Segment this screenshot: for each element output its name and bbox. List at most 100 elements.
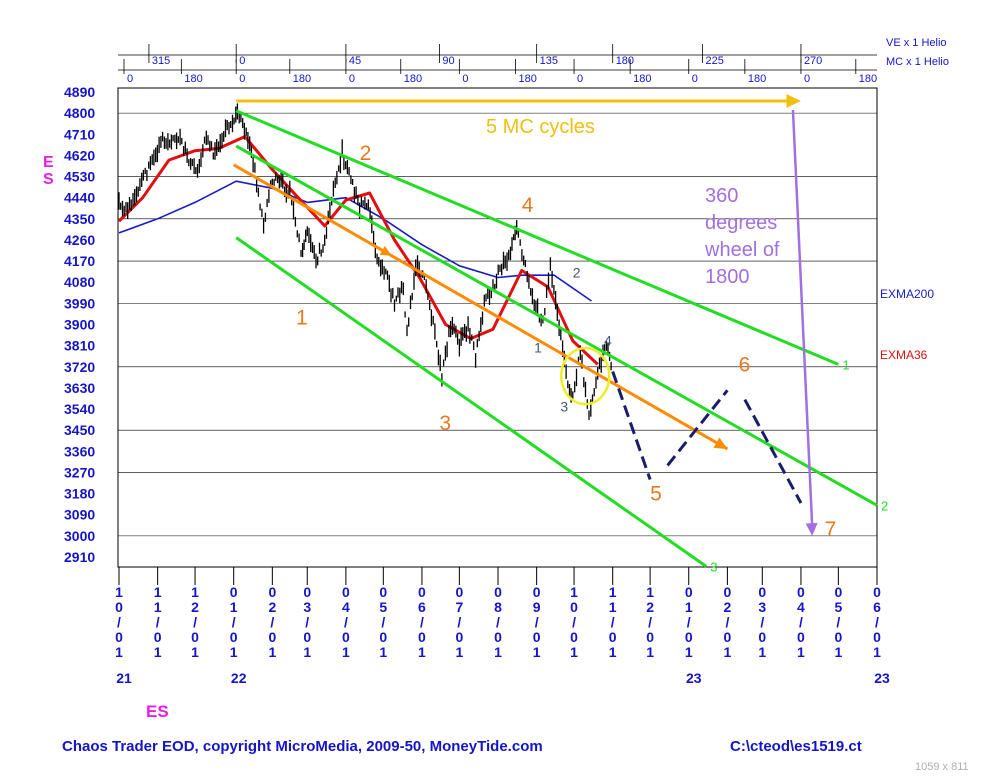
wheel-arrowhead xyxy=(805,522,818,536)
x-tick-label-3-1: 1 xyxy=(230,599,238,615)
x-tick-label-1-3: 0 xyxy=(154,629,162,645)
x-tick-label-1-1: 1 xyxy=(154,599,162,615)
x-tick-label-10-2: / xyxy=(496,614,500,630)
footer-dims: 1059 x 811 xyxy=(915,761,969,773)
cycle-row-name-0: VE x 1 Helio xyxy=(886,37,947,49)
x-tick-label-14-1: 2 xyxy=(646,599,654,615)
y-tick-label-19: 4620 xyxy=(64,147,95,163)
cycle-mark-label-0-6: 225 xyxy=(705,55,723,67)
x-tick-label-14-4: 1 xyxy=(646,644,654,660)
x-tick-label-19-2: / xyxy=(836,614,840,630)
x-tick-label-17-3: 0 xyxy=(758,629,766,645)
y-tick-label-18: 4530 xyxy=(64,169,95,185)
x-tick-label-19-4: 1 xyxy=(834,644,842,660)
projection-segment-1 xyxy=(666,389,729,467)
wheel-arrow xyxy=(791,109,814,526)
x-tick-label-17-0: 0 xyxy=(758,584,766,600)
cycle-mark-label-0-2: 45 xyxy=(349,55,361,67)
x-tick-label-5-2: / xyxy=(305,614,309,630)
channel-line-3 xyxy=(235,236,708,568)
x-tick-label-12-2: / xyxy=(572,614,576,630)
x-tick-label-19-3: 0 xyxy=(834,629,842,645)
highlight-ellipse xyxy=(560,346,611,406)
x-tick-label-18-2: / xyxy=(799,614,803,630)
orange-wave-label-0: 1 xyxy=(296,307,308,330)
x-tick-label-2-2: / xyxy=(193,614,197,630)
cycle-mark-label-1-2: 0 xyxy=(239,73,245,85)
x-tick-label-14-0: 1 xyxy=(646,584,654,600)
y-tick-label-1: 3000 xyxy=(64,528,95,544)
x-tick-label-19-1: 5 xyxy=(834,599,842,615)
x-tick-label-9-2: / xyxy=(457,614,461,630)
mc-cycles-arrowhead xyxy=(786,94,801,108)
x-tick-label-16-1: 2 xyxy=(723,599,731,615)
x-tick-label-2-0: 1 xyxy=(191,584,199,600)
x-tick-label-13-1: 1 xyxy=(609,599,617,615)
x-tick-label-6-4: 1 xyxy=(342,644,350,660)
x-tick-label-3-0: 0 xyxy=(230,584,238,600)
x-tick-label-12-3: 0 xyxy=(570,629,578,645)
y-tick-label-4: 3270 xyxy=(64,464,95,480)
footer-copyright: Chaos Trader EOD, copyright MicroMedia, … xyxy=(62,738,543,755)
x-tick-label-12-1: 0 xyxy=(570,599,578,615)
y-tick-label-14: 4170 xyxy=(64,253,95,269)
x-tick-label-9-1: 7 xyxy=(455,599,463,615)
x-tick-label-17-2: / xyxy=(760,614,764,630)
x-tick-label-6-2: / xyxy=(344,614,348,630)
x-tick-label-0-0: 1 xyxy=(115,584,123,600)
year-label-1: 22 xyxy=(231,670,247,686)
x-tick-label-11-1: 9 xyxy=(533,599,541,615)
y-tick-label-20: 4710 xyxy=(64,126,95,142)
cycle-mark-label-1-7: 180 xyxy=(518,73,536,85)
wheel-label-line-3: 1800 xyxy=(705,266,750,288)
cycle-mark-label-0-7: 270 xyxy=(804,55,822,67)
x-tick-label-2-3: 0 xyxy=(191,629,199,645)
x-tick-label-7-4: 1 xyxy=(379,644,387,660)
symbol-label-top-2: S xyxy=(43,171,54,188)
cycle-mark-label-1-13: 180 xyxy=(859,73,877,85)
x-tick-label-7-2: / xyxy=(381,614,385,630)
x-tick-label-8-0: 0 xyxy=(418,584,426,600)
x-tick-label-17-1: 3 xyxy=(758,599,766,615)
y-tick-label-17: 4440 xyxy=(64,190,95,206)
y-tick-label-3: 3180 xyxy=(64,486,95,502)
symbol-label-bottom: ES xyxy=(146,702,169,721)
x-tick-label-10-3: 0 xyxy=(494,629,502,645)
year-label-3: 23 xyxy=(874,670,890,686)
y-tick-label-8: 3630 xyxy=(64,380,95,396)
channel-line-1 xyxy=(235,109,839,366)
x-tick-label-1-0: 1 xyxy=(154,584,162,600)
x-tick-label-8-2: / xyxy=(420,614,424,630)
x-tick-label-15-0: 0 xyxy=(685,584,693,600)
x-tick-label-13-2: / xyxy=(611,614,615,630)
x-tick-label-6-0: 0 xyxy=(342,584,350,600)
orange-wave-label-5: 6 xyxy=(739,353,751,376)
channel-line-2 xyxy=(235,144,878,507)
x-tick-label-14-2: / xyxy=(648,614,652,630)
x-tick-label-13-3: 0 xyxy=(609,629,617,645)
cycle-row-name-1: MC x 1 Helio xyxy=(886,56,949,68)
cycle-mark-label-0-0: 315 xyxy=(152,55,170,67)
y-tick-label-10: 3810 xyxy=(64,338,95,354)
cycle-mark-label-1-4: 0 xyxy=(349,73,355,85)
x-tick-label-13-0: 1 xyxy=(609,584,617,600)
wave-label-0: 1 xyxy=(534,340,542,356)
x-tick-label-16-0: 0 xyxy=(723,584,731,600)
x-tick-label-1-4: 1 xyxy=(154,644,162,660)
cycle-mark-label-0-5: 180 xyxy=(616,55,634,67)
cycle-mark-label-1-6: 0 xyxy=(462,73,468,85)
channel-label-3: 3 xyxy=(710,559,717,574)
cycle-mark-label-1-10: 0 xyxy=(692,73,698,85)
x-tick-label-9-4: 1 xyxy=(455,644,463,660)
cycle-mark-label-1-12: 0 xyxy=(804,73,810,85)
x-tick-label-12-4: 1 xyxy=(570,644,578,660)
x-tick-label-11-2: / xyxy=(535,614,539,630)
y-tick-label-21: 4800 xyxy=(64,105,95,121)
projection-segment-0 xyxy=(611,370,652,480)
x-tick-label-16-2: / xyxy=(725,614,729,630)
cycle-mark-label-1-3: 180 xyxy=(293,73,311,85)
wave-label-2: 3 xyxy=(560,398,568,414)
x-tick-label-8-1: 6 xyxy=(418,599,426,615)
wheel-label-line-1: degrees xyxy=(705,212,777,234)
